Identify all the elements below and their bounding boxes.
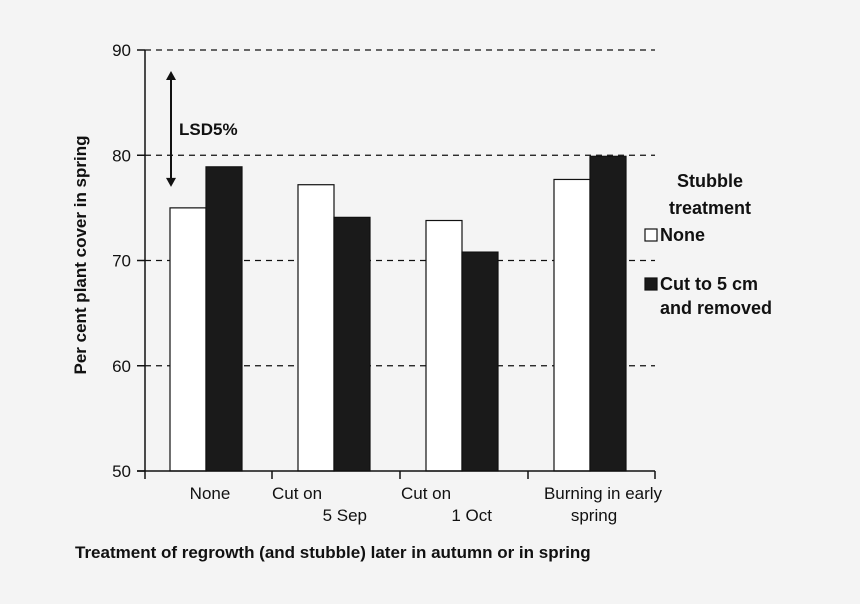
y-tick-label: 50 — [112, 462, 131, 481]
lsd-annotation: LSD5% — [166, 71, 238, 187]
x-category-label: spring — [571, 506, 617, 525]
x-category-label: Cut on — [272, 484, 322, 503]
gridlines — [145, 49, 655, 367]
x-category-label: 1 Oct — [451, 506, 492, 525]
bar-cut-removed — [205, 166, 243, 472]
x-category-label: 5 Sep — [323, 506, 367, 525]
legend-title: Stubble — [677, 171, 743, 191]
bar-none — [169, 207, 207, 472]
lsd-arrow-down — [166, 177, 176, 187]
y-tick-label: 90 — [112, 41, 131, 60]
bar-none — [425, 219, 463, 472]
legend-entry-label: None — [660, 225, 705, 245]
bar-none — [297, 184, 335, 472]
legend-entry-label: Cut to 5 cm — [660, 274, 758, 294]
legend-swatch — [644, 277, 658, 291]
y-tick-label: 80 — [112, 146, 131, 165]
x-category-label: None — [190, 484, 231, 503]
y-ticks: 50 60 70 80 90 — [112, 41, 145, 481]
bar-cut-removed — [333, 216, 371, 472]
bar-cut-removed — [461, 251, 499, 472]
bar-cut-removed — [589, 155, 627, 472]
y-tick-label: 60 — [112, 357, 131, 376]
y-tick-label: 70 — [112, 252, 131, 271]
lsd-label: LSD5% — [179, 120, 238, 139]
bars — [169, 155, 627, 472]
legend-entry-label: and removed — [660, 298, 772, 318]
legend-swatch — [644, 228, 658, 242]
legend-title: treatment — [669, 198, 751, 218]
lsd-arrow-up — [166, 71, 176, 81]
y-axis-title: Per cent plant cover in spring — [71, 135, 90, 374]
legend: Stubble treatment None Cut to 5 cm and remov… — [644, 171, 772, 318]
x-axis-title: Treatment of regrowth (and stubble) late… — [75, 543, 591, 562]
bar-none — [553, 178, 591, 472]
x-category-label: Cut on — [401, 484, 451, 503]
x-category-label: Burning in early — [544, 484, 663, 503]
